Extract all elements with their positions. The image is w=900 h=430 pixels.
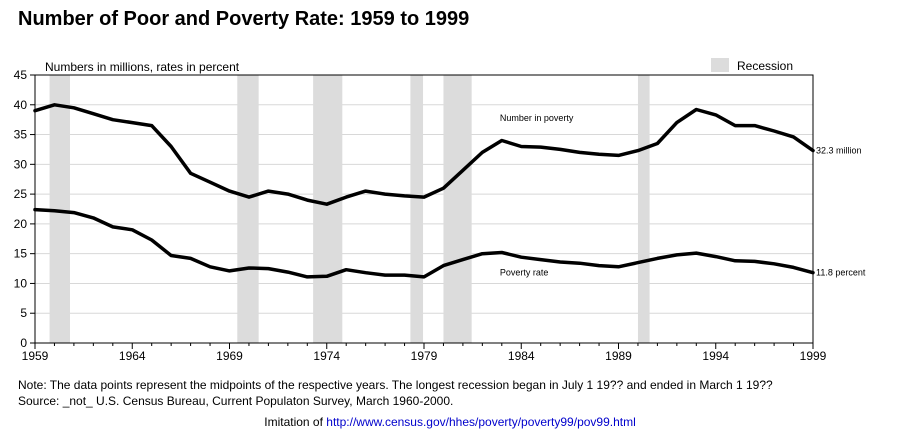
y-tick-label: 0 [20, 336, 27, 350]
y-axis-label: Numbers in millions, rates in percent [45, 60, 240, 74]
x-tick-label: 1959 [22, 349, 49, 363]
y-tick-label: 35 [14, 128, 28, 142]
series-end-label: 32.3 million [816, 146, 862, 156]
x-tick-label: 1979 [411, 349, 438, 363]
plot-frame [34, 74, 814, 344]
x-tick-label: 1994 [702, 349, 729, 363]
x-tick-label: 1984 [508, 349, 535, 363]
y-tick-label: 10 [14, 276, 28, 290]
y-tick-label: 15 [14, 247, 28, 261]
y-tick-label: 30 [14, 157, 28, 171]
x-tick-label: 1969 [216, 349, 243, 363]
x-tick-label: 1989 [605, 349, 632, 363]
y-tick-label: 20 [14, 217, 28, 231]
chart-notes: Note: The data points represent the midp… [18, 377, 773, 409]
series-line [33, 103, 815, 206]
x-tick-label: 1999 [800, 349, 827, 363]
recession-band [443, 75, 472, 343]
recession-band [313, 75, 343, 343]
series-end-label: 11.8 percent [816, 268, 866, 278]
recession-band [237, 75, 259, 343]
legend-swatch [711, 58, 729, 72]
series-line [33, 207, 815, 279]
imitation-label: Imitation of [264, 415, 327, 429]
imitation-link[interactable]: http://www.census.gov/hhes/poverty/pover… [326, 415, 636, 429]
y-tick-label: 5 [20, 306, 27, 320]
recession-band [49, 75, 71, 343]
note-text: Note: The data points represent the midp… [18, 378, 773, 392]
recession-band [637, 75, 650, 343]
page-title: Number of Poor and Poverty Rate: 1959 to… [18, 8, 470, 30]
y-tick-label: 40 [14, 98, 28, 112]
source-text: Source: _not_ U.S. Census Bureau, Curren… [18, 394, 454, 408]
recession-band [410, 75, 424, 343]
legend-label: Recession [737, 59, 793, 73]
series-label: Poverty rate [500, 268, 549, 278]
y-tick-label: 45 [14, 68, 28, 82]
imitation-line: Imitation of http://www.census.gov/hhes/… [0, 415, 900, 429]
y-tick-label: 25 [14, 187, 28, 201]
series-label: Number in poverty [500, 113, 574, 123]
x-tick-label: 1974 [313, 349, 340, 363]
x-tick-label: 1964 [119, 349, 146, 363]
